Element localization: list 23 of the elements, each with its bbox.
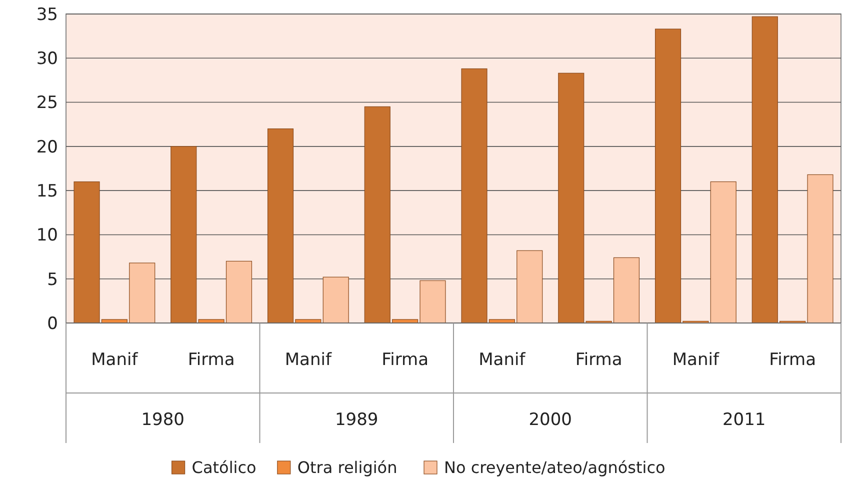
x-tick-label: Firma (382, 350, 429, 370)
text: 1980 (141, 410, 185, 430)
y-tick-label: 15 (36, 182, 58, 202)
text: 2011 (722, 410, 766, 430)
y-tick-label: 5 (47, 270, 58, 290)
y-tick-label: 10 (36, 226, 58, 246)
legend-label: No creyente/ateo/agnóstico (444, 458, 666, 477)
legend-label: Otra religión (297, 458, 398, 477)
y-tick-label: 0 (47, 314, 58, 334)
y-tick-label: 20 (36, 137, 58, 158)
x-tick-label: Manif (91, 350, 139, 370)
text: 1989 (334, 410, 378, 430)
x-tick-label: Firma (769, 350, 816, 370)
x-tick-label: Manif (478, 350, 526, 370)
legend-label: Católico (192, 458, 256, 477)
y-tick-label: 25 (36, 93, 58, 114)
text: 2000 (528, 410, 572, 430)
y-tick-label: 35 (36, 4, 58, 25)
y-tick-label: 30 (36, 49, 58, 70)
x-tick-label: Manif (672, 350, 720, 370)
x-tick-label: Firma (575, 350, 622, 370)
x-tick-label: Firma (188, 350, 235, 370)
x-tick-label: Manif (284, 350, 332, 370)
